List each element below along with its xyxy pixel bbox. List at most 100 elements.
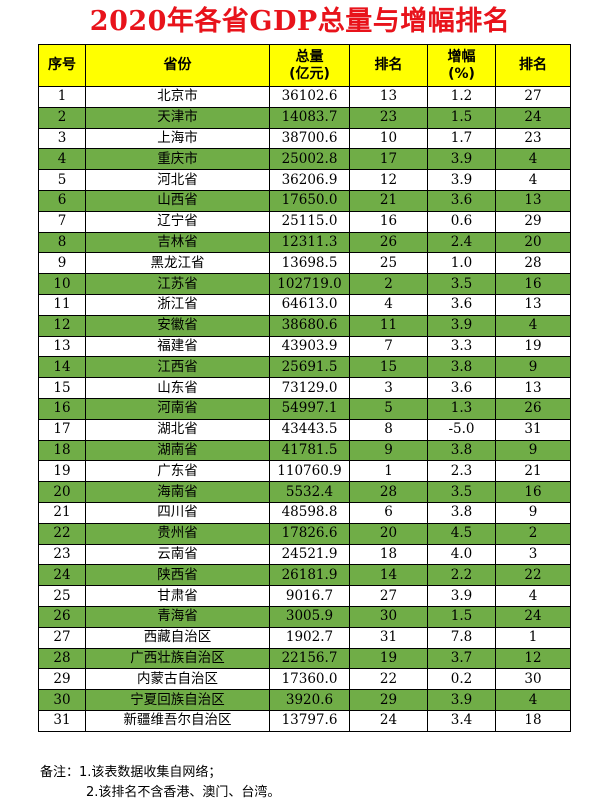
- cell-index: 12: [38, 314, 86, 337]
- cell-growth: 3.6: [427, 293, 496, 316]
- cell-growth-rank: 27: [495, 86, 571, 108]
- cell-growth: 3.8: [427, 356, 496, 379]
- cell-growth-rank: 16: [495, 481, 571, 503]
- table-row: 6 山西省 17650.0 21 3.6 13: [38, 189, 571, 212]
- cell-gdp-rank: 5: [349, 397, 428, 420]
- cell-gdp: 43903.9: [269, 335, 350, 358]
- cell-growth: 1.5: [427, 106, 496, 129]
- cell-province: 四川省: [85, 501, 270, 524]
- cell-gdp: 3920.6: [269, 689, 350, 711]
- cell-index: 30: [38, 689, 86, 711]
- cell-growth-rank: 13: [495, 377, 571, 399]
- cell-index: 21: [38, 501, 86, 524]
- cell-gdp-rank: 21: [349, 189, 428, 212]
- cell-growth: 3.6: [427, 377, 496, 399]
- cell-index: 1: [38, 86, 86, 108]
- cell-gdp: 41781.5: [269, 439, 350, 462]
- header-province: 省份: [85, 44, 270, 87]
- cell-growth: 3.9: [427, 169, 496, 191]
- cell-province: 浙江省: [85, 293, 270, 316]
- cell-growth-rank: 3: [495, 543, 571, 566]
- cell-province: 安徽省: [85, 314, 270, 337]
- header-growth-unit: (%): [448, 65, 475, 82]
- cell-gdp-rank: 12: [349, 169, 428, 191]
- header-gdp-title: 总量: [295, 48, 324, 65]
- cell-province: 陕西省: [85, 564, 270, 587]
- cell-index: 31: [38, 709, 86, 732]
- header-gdp-unit: (亿元): [289, 65, 330, 82]
- cell-gdp: 36102.6: [269, 86, 350, 108]
- cell-gdp: 13797.6: [269, 709, 350, 732]
- table-row: 8 吉林省 12311.3 26 2.4 20: [38, 231, 571, 254]
- cell-growth: 3.8: [427, 501, 496, 524]
- cell-index: 26: [38, 605, 86, 628]
- cell-growth-rank: 4: [495, 585, 571, 607]
- cell-gdp-rank: 3: [349, 377, 428, 399]
- cell-growth: 3.9: [427, 585, 496, 607]
- cell-index: 24: [38, 564, 86, 587]
- table-row: 17 湖北省 43443.5 8 -5.0 31: [38, 418, 571, 441]
- table-row: 25 甘肃省 9016.7 27 3.9 4: [38, 585, 571, 607]
- table-row: 19 广东省 110760.9 1 2.3 21: [38, 460, 571, 483]
- table-row: 7 辽宁省 25115.0 16 0.6 29: [38, 210, 571, 233]
- cell-growth-rank: 13: [495, 189, 571, 212]
- cell-index: 14: [38, 356, 86, 379]
- cell-growth-rank: 4: [495, 169, 571, 191]
- cell-growth: 2.4: [427, 231, 496, 254]
- cell-index: 17: [38, 418, 86, 441]
- footnotes: 备注：1.该表数据收集自网络； 2.该排名不含香港、澳门、台湾。: [40, 763, 580, 803]
- cell-growth: 1.2: [427, 86, 496, 108]
- cell-gdp: 36206.9: [269, 169, 350, 191]
- cell-gdp: 25115.0: [269, 210, 350, 233]
- cell-province: 海南省: [85, 481, 270, 503]
- cell-growth-rank: 26: [495, 397, 571, 420]
- cell-province: 湖北省: [85, 418, 270, 441]
- header-index: 序号: [38, 44, 86, 87]
- cell-index: 23: [38, 543, 86, 566]
- cell-gdp-rank: 13: [349, 86, 428, 108]
- cell-growth-rank: 13: [495, 293, 571, 316]
- cell-index: 10: [38, 273, 86, 295]
- table-row: 21 四川省 48598.8 6 3.8 9: [38, 501, 571, 524]
- cell-index: 27: [38, 626, 86, 649]
- cell-index: 28: [38, 647, 86, 670]
- cell-province: 河北省: [85, 169, 270, 191]
- cell-gdp-rank: 4: [349, 293, 428, 316]
- table-row: 20 海南省 5532.4 28 3.5 16: [38, 481, 571, 503]
- table-row: 31 新疆维吾尔自治区 13797.6 24 3.4 18: [38, 709, 571, 732]
- header-gdp-rank: 排名: [349, 44, 428, 87]
- cell-growth: 3.3: [427, 335, 496, 358]
- cell-growth-rank: 9: [495, 439, 571, 462]
- cell-province: 天津市: [85, 106, 270, 129]
- cell-growth-rank: 16: [495, 273, 571, 295]
- cell-gdp-rank: 22: [349, 668, 428, 691]
- cell-growth-rank: 29: [495, 210, 571, 233]
- cell-gdp: 102719.0: [269, 273, 350, 295]
- cell-province: 宁夏回族自治区: [85, 689, 270, 711]
- cell-growth: 3.8: [427, 439, 496, 462]
- cell-gdp: 17826.6: [269, 522, 350, 545]
- table-row: 23 云南省 24521.9 18 4.0 3: [38, 543, 571, 566]
- cell-province: 河南省: [85, 397, 270, 420]
- table-row: 3 上海市 38700.6 10 1.7 23: [38, 127, 571, 150]
- cell-province: 江西省: [85, 356, 270, 379]
- table-row: 30 宁夏回族自治区 3920.6 29 3.9 4: [38, 689, 571, 711]
- cell-gdp: 17360.0: [269, 668, 350, 691]
- cell-province: 广西壮族自治区: [85, 647, 270, 670]
- cell-gdp: 25691.5: [269, 356, 350, 379]
- cell-gdp: 38700.6: [269, 127, 350, 150]
- cell-growth: -5.0: [427, 418, 496, 441]
- cell-gdp-rank: 1: [349, 460, 428, 483]
- cell-growth-rank: 19: [495, 335, 571, 358]
- cell-province: 重庆市: [85, 148, 270, 171]
- cell-growth: 2.3: [427, 460, 496, 483]
- table-row: 9 黑龙江省 13698.5 25 1.0 28: [38, 252, 571, 275]
- table-header-row: 序号 省份 总量 (亿元) 排名 增幅 (%) 排名: [38, 44, 571, 87]
- cell-gdp-rank: 30: [349, 605, 428, 628]
- cell-index: 15: [38, 377, 86, 399]
- page-title: 2020年各省GDP总量与增幅排名: [89, 6, 511, 37]
- table-row: 10 江苏省 102719.0 2 3.5 16: [38, 273, 571, 295]
- cell-index: 2: [38, 106, 86, 129]
- cell-index: 19: [38, 460, 86, 483]
- cell-gdp-rank: 29: [349, 689, 428, 711]
